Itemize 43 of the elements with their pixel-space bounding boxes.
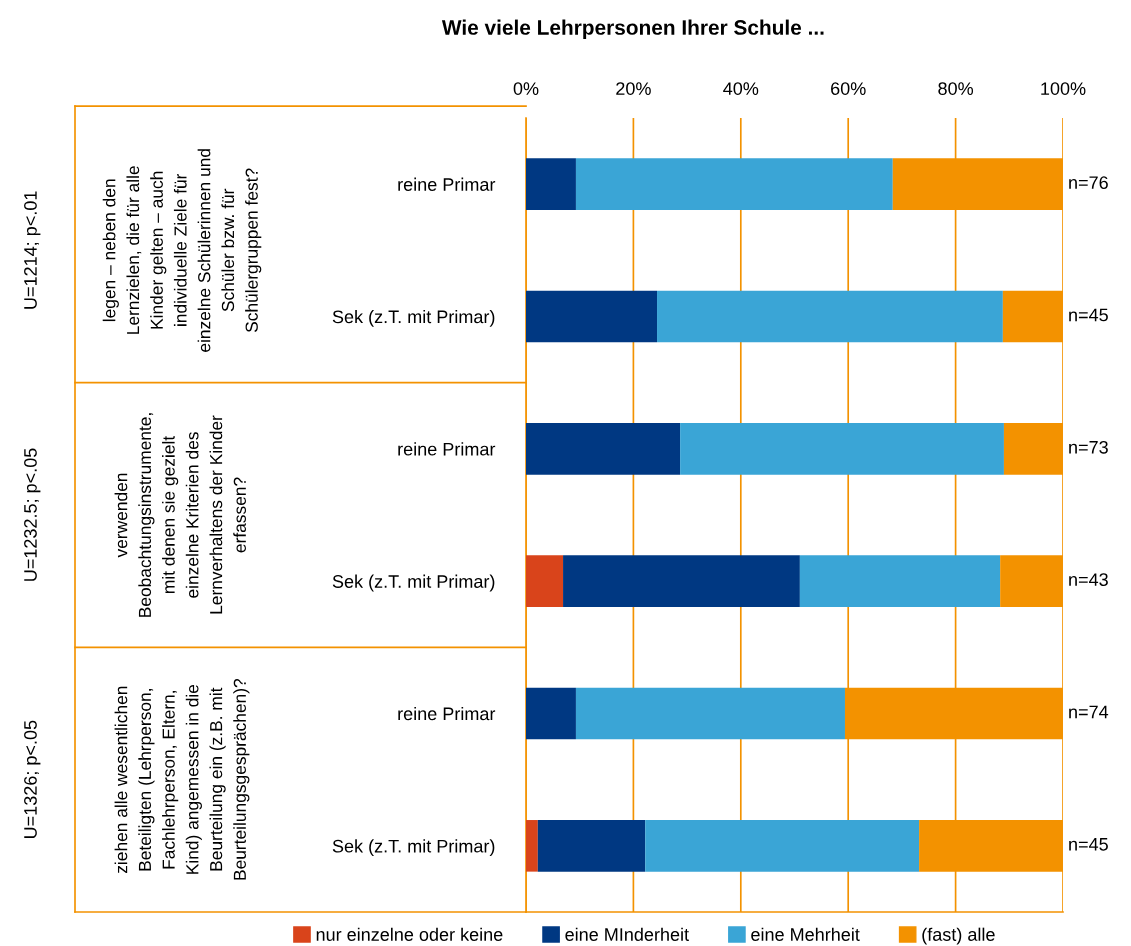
y-tick-label: reine Primar: [398, 177, 496, 191]
bar: [526, 687, 576, 740]
x-tick-label: 100%: [1041, 82, 1086, 95]
bar: [526, 158, 576, 210]
bar: [526, 290, 658, 343]
y-tick-label: Sek (z.T. mit Primar): [332, 574, 495, 592]
x-tick-label: 60%: [831, 82, 866, 95]
text: legen – neben den Lernzielen, die für alle Kinder gelten – auch individuelle Ziele für einzelne Schülerinnen und Schüler bzw. für Schülergruppen fest?: [102, 149, 262, 352]
text: n=76: [1069, 176, 1108, 190]
chart-title: Wie viele Lehrpersonen Ihrer Schule ...: [441, 19, 824, 39]
y-tick-label: Sek (z.T. mit Primar): [332, 839, 495, 857]
text: n=43: [1069, 573, 1108, 587]
bar: [526, 820, 538, 872]
text: n=45: [1069, 308, 1108, 322]
bar: [680, 423, 1004, 475]
x-tick-label: 20%: [616, 82, 651, 95]
text: U=1214; p<.01: [24, 191, 41, 309]
bar: [575, 158, 893, 210]
bar: [563, 555, 800, 607]
bar: [526, 555, 564, 607]
legend-label: (fast) alle: [922, 927, 995, 945]
bar: [526, 423, 681, 475]
bar: [657, 290, 1003, 343]
text: n=73: [1069, 440, 1108, 454]
x-tick-label: 40%: [723, 82, 759, 95]
y-tick-label: reine Primar: [398, 442, 496, 456]
text: U=1232.5; p<.05: [24, 448, 41, 581]
text: n=74: [1069, 705, 1109, 719]
text: ziehen alle wesentlichen Beteiligten (Lehrperson, Fachlehrperson, Eltern, Kind) angemessen in die Beurteilung ein (z.B. mit Beurteilungsgesprächen)?: [114, 678, 250, 880]
y-tick-label: reine Primar: [398, 706, 496, 721]
legend-label: nur einzelne oder keine: [316, 927, 503, 941]
y-tick-label: Sek (z.T. mit Primar): [332, 309, 495, 327]
bar: [645, 820, 920, 872]
text: n=45: [1069, 838, 1108, 851]
bar: [575, 687, 845, 740]
bar: [799, 555, 1001, 607]
text: U=1326; p<.05: [24, 720, 41, 838]
legend-label: eine MInderheit: [565, 927, 689, 941]
legend-label: eine Mehrheit: [751, 927, 860, 941]
x-tick-label: 0%: [513, 82, 539, 95]
bar: [537, 820, 646, 872]
text: verwenden Beobachtungsinstrumente, mit denen sie gezielt einzelne Kriterien des Lernverhaltens der Kinder erfassen?: [114, 413, 246, 617]
x-tick-label: 80%: [938, 82, 974, 95]
